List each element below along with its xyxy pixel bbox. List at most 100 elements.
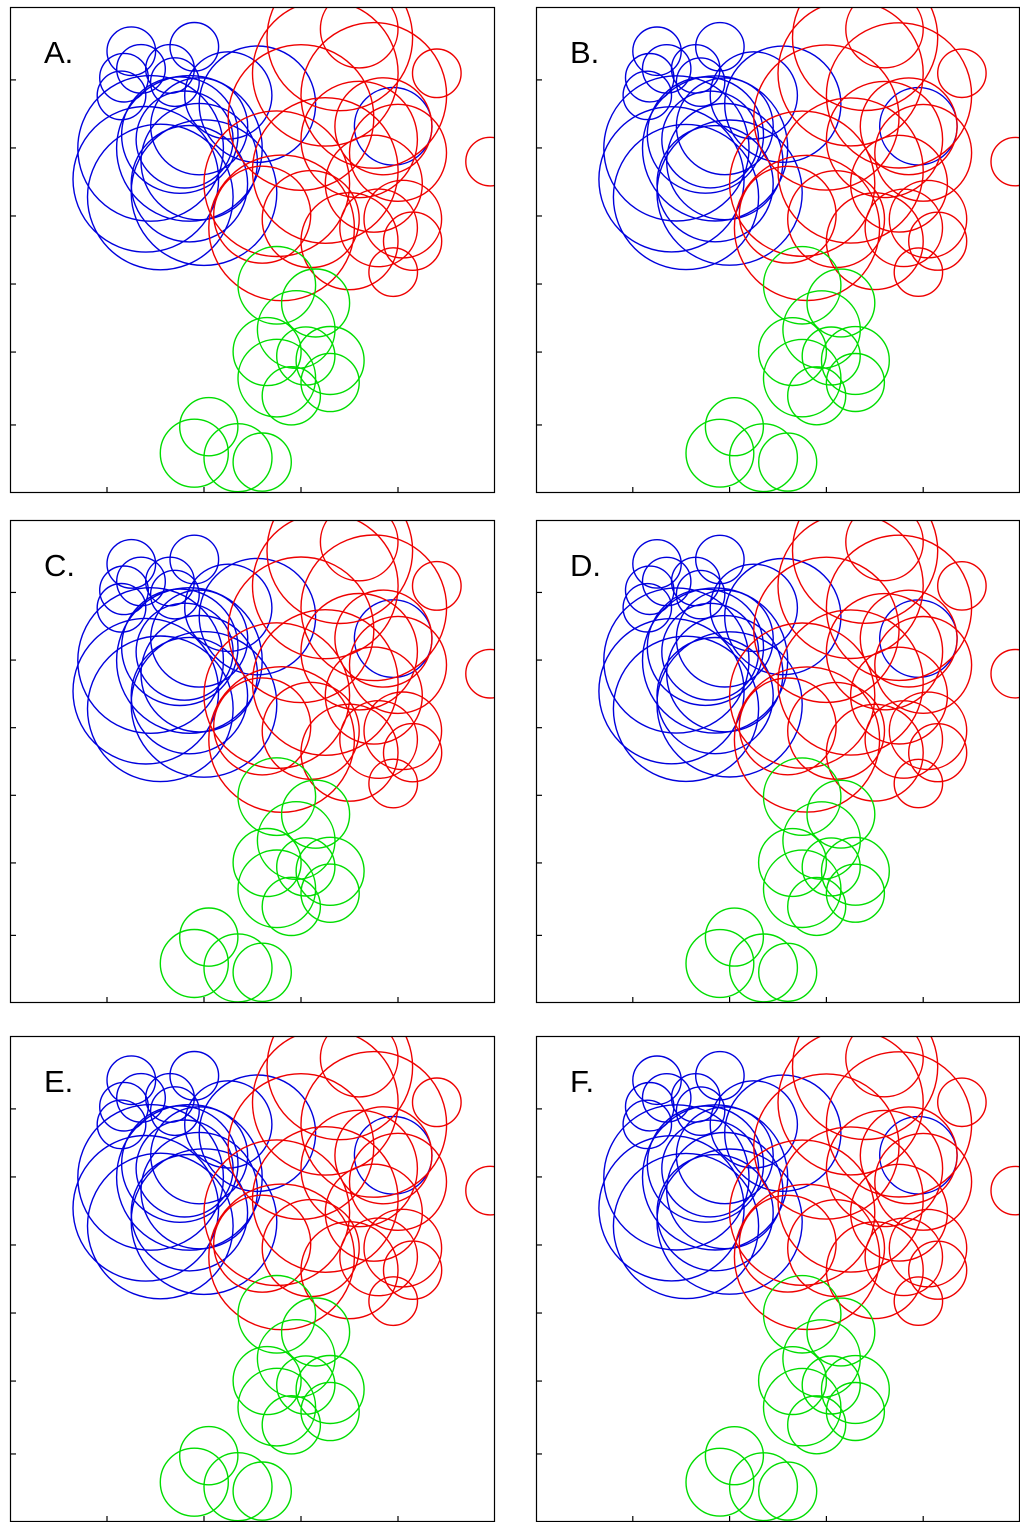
panel-c-green-bubble-10	[159, 928, 230, 999]
panel-e-green-bubble-0	[237, 1274, 317, 1354]
panel-c-blue-bubble-15	[130, 636, 249, 755]
panel-f-red-bubble-9	[728, 1139, 876, 1286]
panel-b-red-bubble-0	[791, 7, 939, 112]
panel-d-green-bubble-9	[704, 907, 765, 967]
panel-d-blue-bubble-17	[661, 602, 760, 701]
panel-e-green-bubble-6	[237, 1367, 317, 1447]
panel-a-green-bubble-10	[159, 418, 230, 488]
panel-a-green-bubble-5	[295, 325, 365, 396]
panel-b-green-bubble-5	[820, 325, 891, 396]
panel-c-blue-bubble-4	[149, 569, 200, 620]
panel-c-red-bubble-18	[382, 722, 443, 783]
panel-f-blue-bubble-17	[661, 1119, 760, 1218]
panel-d-green-bubble-5	[820, 836, 891, 906]
panel-d-green-bubble-8	[825, 863, 886, 923]
panel-f-blue-bubble-9	[603, 1104, 750, 1251]
panel-a: A.	[9, 6, 496, 494]
panel-b-red-bubble-12	[738, 165, 837, 264]
panel-e-green-bubble-9	[178, 1425, 239, 1486]
panel-f-marks	[598, 1036, 1020, 1522]
panel-d-red-bubble-19	[893, 758, 944, 809]
panel-b-blue-bubble-3	[624, 52, 675, 103]
panel-b-red-bubble-1	[845, 7, 924, 69]
panel-e-green-bubble-8	[300, 1381, 360, 1442]
panel-c-red-bubble-3	[251, 520, 399, 660]
panel-b-red-bubble-10	[777, 97, 924, 244]
panel-c-green-bubble-3	[232, 827, 302, 898]
panel-f-red-bubble-6	[825, 1109, 944, 1228]
panel-d-blue-bubble-3	[624, 565, 675, 616]
panel-d-green-bubble-12	[758, 942, 818, 1002]
panel-b-green-bubble-1	[806, 268, 876, 338]
panel-a-frame	[9, 6, 496, 494]
panel-a-red-bubble-20	[465, 136, 495, 187]
panel-c-green-bubble-5	[295, 836, 365, 906]
panel-d-green-bubble-11	[728, 933, 799, 1003]
panel-b-green-bubble-9	[704, 397, 765, 457]
panel-b-red-bubble-17	[888, 179, 968, 259]
panel-e-red-bubble-11	[324, 1163, 423, 1262]
panel-e-red-bubble-17	[363, 1208, 443, 1288]
panel-d-red-bubble-7	[859, 589, 958, 688]
panel-a-red-bubble-11	[324, 134, 423, 233]
panel-e-red-bubble-16	[339, 1217, 419, 1297]
panel-d-blue-bubble-18	[675, 589, 774, 688]
panel-f-red-bubble-1	[845, 1036, 924, 1098]
panel-e-blue-bubble-2	[115, 1072, 166, 1123]
panel-e-green-bubble-1	[280, 1297, 351, 1367]
panel-f: F.	[535, 1035, 1020, 1522]
panel-d-red-bubble-9	[728, 622, 876, 769]
panel-f-green-bubble-7	[787, 1395, 847, 1455]
panel-f-blue-bubble-0	[622, 1099, 673, 1150]
panel-b-red-bubble-8	[874, 103, 973, 202]
panel-d: D.	[535, 519, 1020, 1004]
panel-c-blue-bubble-0	[96, 582, 147, 633]
panel-e-green-bubble-10	[159, 1447, 230, 1517]
panel-d-blue-bubble-14	[612, 635, 760, 783]
panel-f-blue-bubble-1	[632, 1055, 682, 1106]
panel-a-green-bubble-0	[237, 245, 317, 325]
panel-c-red-bubble-15	[300, 703, 399, 802]
panel-e-marks	[72, 1036, 495, 1522]
panel-e-red-bubble-9	[203, 1139, 351, 1287]
panel-a-red-bubble-2	[411, 48, 462, 99]
panel-d-green-bubble-10	[685, 928, 755, 999]
panel-f-red-bubble-2	[937, 1077, 987, 1128]
panel-a-red-bubble-16	[339, 188, 419, 268]
panel-c-green-bubble-1	[280, 779, 351, 849]
panel-a-red-bubble-18	[382, 211, 443, 271]
panel-e-green-bubble-5	[295, 1354, 365, 1425]
panel-b-red-bubble-15	[825, 192, 924, 291]
panel-a-red-bubble-3	[251, 7, 399, 147]
panel-e-green-bubble-7	[261, 1395, 322, 1455]
panel-e-red-bubble-4	[300, 1050, 448, 1198]
panel-c-red-bubble-4	[300, 534, 448, 682]
panel-b-marks	[598, 7, 1020, 493]
panel-b-red-bubble-5	[753, 44, 900, 191]
panel-b-red-bubble-9	[728, 110, 876, 257]
panel-f-green-bubble-11	[728, 1452, 799, 1522]
panel-c-red-bubble-2	[411, 560, 462, 611]
panel-b-red-bubble-19	[893, 247, 944, 298]
panel-e-red-bubble-3	[251, 1036, 399, 1176]
panel-a-green-bubble-6	[237, 338, 317, 418]
panel-e-red-bubble-1	[319, 1036, 399, 1098]
panel-d-green-bubble-6	[762, 849, 842, 929]
panel-d-red-bubble-6	[825, 592, 944, 711]
panel-a-blue-bubble-7	[184, 51, 273, 140]
panel-b-blue-bubble-1	[632, 26, 682, 77]
panel-e-red-bubble-7	[334, 1106, 433, 1205]
panel-d-red-bubble-18	[908, 723, 968, 783]
panel-e-green-bubble-3	[232, 1345, 302, 1416]
panel-c-marks	[72, 520, 495, 1003]
panel-c-red-bubble-0	[266, 520, 414, 625]
panel-f-red-bubble-12	[738, 1194, 837, 1293]
panel-d-blue-bubble-13	[598, 617, 745, 765]
panel-f-red-bubble-19	[893, 1276, 944, 1327]
panel-f-red-bubble-16	[864, 1217, 944, 1297]
panel-d-red-bubble-17	[888, 691, 968, 771]
panel-e-red-bubble-19	[368, 1276, 419, 1327]
panel-e-blue-bubble-1	[106, 1055, 157, 1106]
panel-c-red-bubble-9	[203, 622, 351, 770]
panel-f-green-bubble-12	[758, 1461, 818, 1521]
